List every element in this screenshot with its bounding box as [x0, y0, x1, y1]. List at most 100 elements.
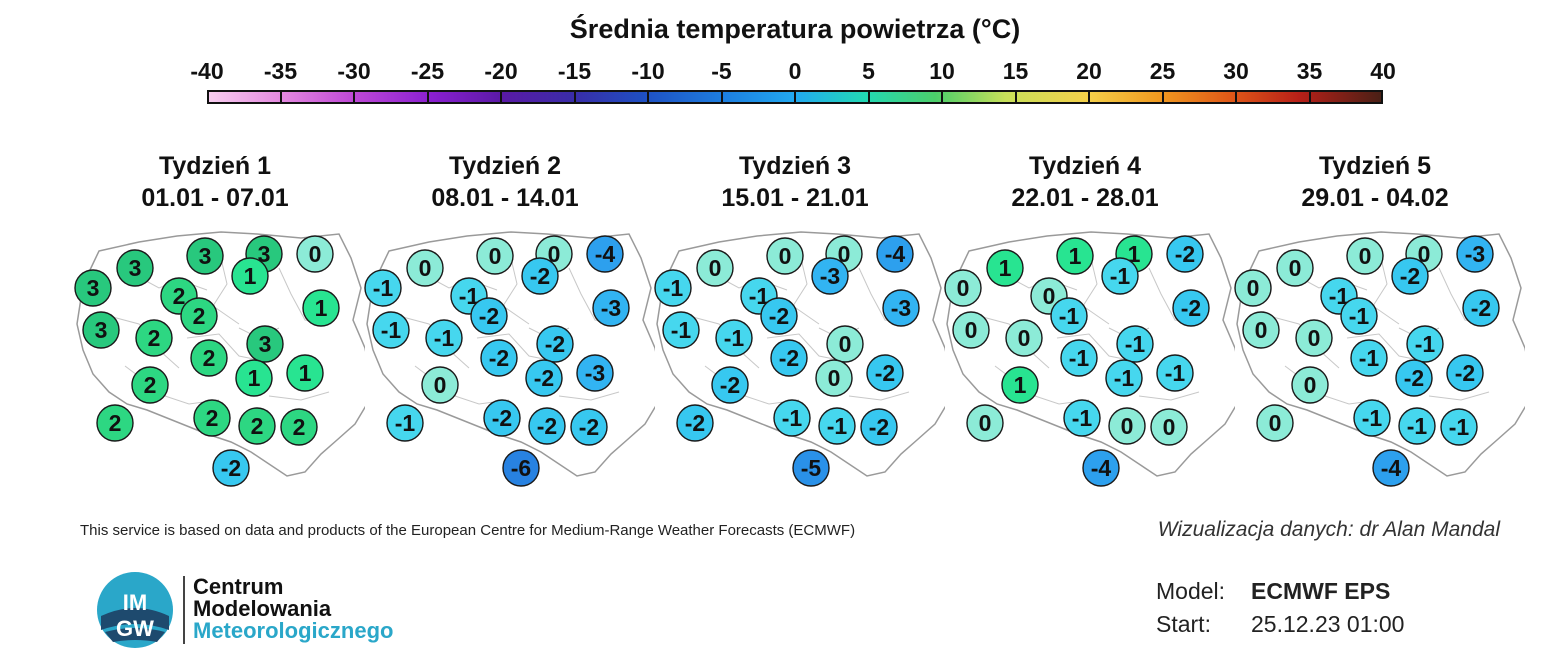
station-value: 0 — [1247, 275, 1260, 301]
station-marker — [502, 449, 540, 487]
station-marker — [1001, 366, 1039, 404]
station-marker — [792, 449, 830, 487]
scale-tick-5: -15 — [557, 58, 592, 84]
station-marker — [364, 269, 402, 307]
colorbar-mark-12 — [1088, 92, 1090, 102]
station-value: 0 — [1121, 413, 1134, 439]
station-value: 0 — [548, 241, 561, 267]
station-marker — [280, 408, 318, 446]
station-marker — [966, 404, 1004, 442]
region-border-5 — [1138, 391, 1200, 401]
station-marker — [876, 235, 914, 273]
station-value: -3 — [891, 295, 911, 321]
station-value: -2 — [479, 303, 499, 329]
station-marker — [1101, 257, 1139, 295]
station-value: -1 — [671, 317, 692, 343]
station-marker — [1456, 235, 1494, 273]
station-value: -1 — [1110, 263, 1131, 289]
station-marker — [1050, 297, 1088, 335]
colorbar-mark-4 — [500, 92, 502, 102]
scale-tick-14: 30 — [1223, 58, 1249, 84]
station-marker — [952, 311, 990, 349]
station-value: -1 — [459, 283, 480, 309]
model-value: ECMWF EPS — [1251, 578, 1391, 604]
station-marker — [1406, 325, 1444, 363]
colorbar-marks — [207, 90, 1383, 104]
scale-tick-16: 40 — [1370, 58, 1396, 84]
station-marker — [286, 354, 324, 392]
station-value: -4 — [1381, 455, 1402, 481]
colorbar-mark-9 — [867, 92, 870, 102]
station-value: -1 — [1349, 303, 1370, 329]
station-value: 0 — [1308, 325, 1321, 351]
colorbar-mark-14 — [1235, 92, 1237, 102]
station-marker — [74, 269, 112, 307]
scale-tick-4: -20 — [484, 58, 518, 84]
station-value: 0 — [1359, 243, 1372, 269]
ecmwf-note: This service is based on data and produc… — [80, 522, 856, 539]
station-marker — [1082, 449, 1120, 487]
scale-tick-9: 5 — [862, 58, 875, 84]
station-value: 0 — [1255, 317, 1268, 343]
station-value: 0 — [979, 410, 992, 436]
station-marker — [944, 269, 982, 307]
region-border-1 — [1372, 249, 1400, 325]
colorbar-mark-8 — [794, 92, 796, 102]
week-title: Tydzień 5 29.01 - 04.02 — [1225, 150, 1525, 214]
scale-tick-10: 10 — [929, 58, 955, 84]
station-value: 0 — [957, 275, 970, 301]
station-value: 1 — [315, 295, 328, 321]
scale-tick-7: -5 — [711, 58, 732, 84]
station-value: -3 — [820, 263, 840, 289]
station-value: 0 — [1018, 325, 1031, 351]
region-border-5 — [268, 391, 330, 401]
station-marker — [116, 249, 154, 287]
station-value: 2 — [203, 345, 216, 371]
week-label: Tydzień 1 — [158, 152, 272, 180]
color-scale: -40 -35 -30 -25 -20 -15 -10 -5 0 5 10 15 20 25 30 35 40 — [190, 58, 1396, 108]
station-marker — [96, 404, 134, 442]
station-value: 3 — [259, 331, 272, 357]
week-panel-3: Tydzień 3 15.01 - 21.01 0 0 0 -3 -4 -1 -1 -3 -1 -1-… — [645, 150, 945, 500]
logo-mark-bottom: GW — [116, 616, 154, 641]
logo-line-1: Centrum — [193, 574, 284, 599]
station-marker — [818, 407, 856, 445]
station-marker — [235, 359, 273, 397]
station-marker — [135, 319, 173, 357]
station-marker — [1350, 339, 1388, 377]
region-border-1 — [792, 249, 820, 325]
station-value: -2 — [720, 372, 740, 398]
station-value: 0 — [1418, 241, 1431, 267]
station-marker — [860, 408, 898, 446]
station-marker — [592, 289, 630, 327]
station-value: -1 — [827, 413, 848, 439]
station-marker — [296, 235, 334, 273]
station-value: -2 — [1471, 295, 1491, 321]
week-dates: 29.01 - 04.02 — [1301, 184, 1449, 212]
station-marker — [1346, 237, 1384, 275]
station-value: -1 — [1329, 283, 1350, 309]
station-value: -2 — [869, 414, 889, 440]
station-marker — [190, 339, 228, 377]
station-value: 0 — [965, 317, 978, 343]
station-value: -2 — [1404, 365, 1424, 391]
station-value: 3 — [87, 275, 100, 301]
station-marker — [1462, 289, 1500, 327]
station-marker — [1172, 289, 1210, 327]
station-value: 2 — [173, 283, 186, 309]
scale-tick-3: -25 — [410, 58, 445, 84]
station-value: 1 — [1128, 241, 1141, 267]
colorbar-mark-2 — [353, 92, 355, 102]
station-value: 0 — [419, 255, 432, 281]
scale-tick-11: 15 — [1002, 58, 1029, 84]
station-value: 2 — [109, 410, 122, 436]
week-dates: 01.01 - 07.01 — [141, 184, 289, 212]
colorbar-mark-7 — [720, 92, 723, 102]
station-marker — [576, 354, 614, 392]
station-value: 2 — [148, 325, 161, 351]
model-label: Model: — [1156, 578, 1226, 604]
station-marker — [372, 311, 410, 349]
station-value: -2 — [545, 331, 565, 357]
station-value: -4 — [1091, 455, 1112, 481]
